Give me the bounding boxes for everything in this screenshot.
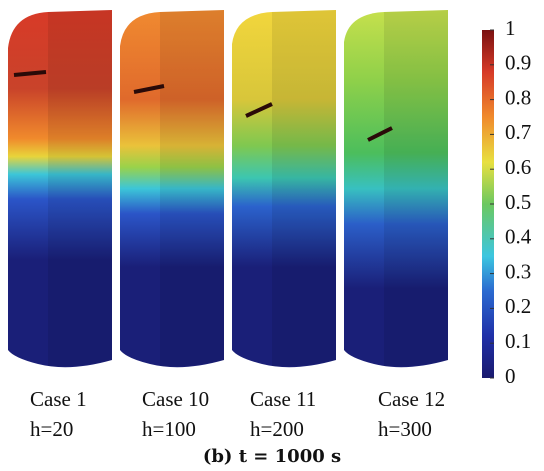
colorbar-tick-label: 0.4 xyxy=(505,225,532,249)
h-label: h=200 xyxy=(250,417,304,441)
case-label: Case 11 xyxy=(250,387,316,411)
colorbar-tick-label: 0.1 xyxy=(505,329,531,353)
colorbar xyxy=(482,30,494,378)
case-12-render xyxy=(344,10,448,368)
h-label: h=100 xyxy=(142,417,196,441)
colorbar-tick-label: 0 xyxy=(505,364,516,388)
case-10-render xyxy=(120,10,224,368)
colorbar-tick-label: 0.2 xyxy=(505,294,531,318)
colorbar-tick-label: 0.8 xyxy=(505,85,531,109)
case-label: Case 1 xyxy=(30,387,87,411)
case-11-render xyxy=(232,10,336,368)
colorbar-tick-label: 0.5 xyxy=(505,190,531,214)
h-label: h=300 xyxy=(378,417,432,441)
case-1-render xyxy=(8,10,112,368)
case-label: Case 12 xyxy=(378,387,445,411)
caption: (b) t = 1000 s xyxy=(203,446,341,467)
colorbar-tick-label: 0.7 xyxy=(505,120,531,144)
colorbar-tick-label: 0.9 xyxy=(505,51,531,75)
colorbar-tick-label: 0.6 xyxy=(505,155,531,179)
case-label: Case 10 xyxy=(142,387,209,411)
colorbar-tick-label: 1 xyxy=(505,16,516,40)
h-label: h=20 xyxy=(30,417,73,441)
colorbar-tick-label: 0.3 xyxy=(505,259,531,283)
